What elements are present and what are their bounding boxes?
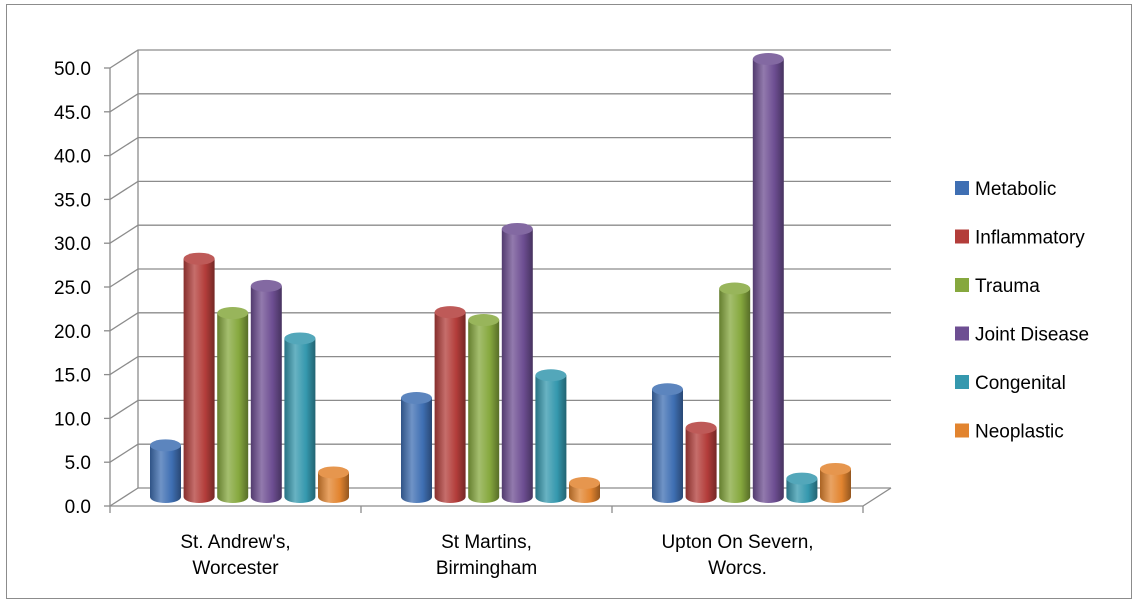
bars <box>150 53 851 503</box>
bar <box>535 369 567 503</box>
y-tick-label: 10.0 <box>54 409 91 430</box>
legend-swatch <box>955 375 969 389</box>
gridline <box>109 399 891 419</box>
y-tick-label: 20.0 <box>54 322 91 343</box>
legend-swatch <box>955 229 969 244</box>
legend-item: Metabolic <box>955 179 1056 200</box>
bar <box>150 439 181 503</box>
gridline <box>109 136 891 157</box>
bar <box>183 252 215 503</box>
x-tick-label: St. Andrew's, Worcester <box>180 532 290 579</box>
gridlines <box>109 49 891 489</box>
y-tick-label: 5.0 <box>65 453 91 474</box>
legend-item: Inflammatory <box>955 228 1085 249</box>
x-tick-label: St Martins, Birmingham <box>436 532 537 579</box>
y-tick-label: 40.0 <box>54 147 91 168</box>
legend-item: Congenital <box>955 373 1066 394</box>
legend-item: Joint Disease <box>955 325 1089 346</box>
gridline <box>109 224 891 244</box>
y-tick-label: 50.0 <box>54 59 91 80</box>
y-tick-label: 45.0 <box>54 103 91 124</box>
gridline <box>109 93 891 113</box>
legend-label: Trauma <box>975 276 1040 297</box>
bar <box>434 306 466 503</box>
gridline <box>109 355 891 376</box>
x-axis: St. Andrew's, Worcester St Martins, Birming… <box>109 506 864 579</box>
bar <box>318 466 349 503</box>
legend-swatch <box>955 423 969 438</box>
legend-label: Joint Disease <box>975 325 1089 346</box>
bar <box>250 279 282 503</box>
legend-item: Trauma <box>955 276 1040 297</box>
y-tick-label: 35.0 <box>54 190 91 211</box>
legend-swatch <box>955 326 969 341</box>
y-tick-label: 30.0 <box>54 234 91 255</box>
y-tick-label: 0.0 <box>65 497 91 518</box>
bar <box>685 421 717 503</box>
x-tick-label: Upton On Severn, Worcs. <box>661 532 813 579</box>
legend-label: Neoplastic <box>975 422 1064 443</box>
bar <box>217 307 249 503</box>
legend-label: Metabolic <box>975 179 1056 200</box>
legend-swatch <box>955 181 969 195</box>
legend-item: Neoplastic <box>955 422 1064 443</box>
y-tick-label: 15.0 <box>54 366 91 387</box>
bar <box>652 383 683 503</box>
gridline <box>109 443 891 463</box>
bar <box>501 222 533 503</box>
bar <box>752 53 784 503</box>
gridline <box>109 180 891 200</box>
bar <box>468 314 500 503</box>
gridline <box>109 268 891 288</box>
bar <box>569 476 600 503</box>
bar <box>284 332 316 503</box>
bar <box>820 462 851 503</box>
bar <box>401 392 432 503</box>
legend: Metabolic Inflammatory Trauma Joint Disease… <box>955 179 1089 443</box>
y-axis: 0.0 5.0 10.0 15.0 20.0 25.0 30.0 35.0 40.0 45.0 50… <box>54 59 110 518</box>
legend-label: Congenital <box>975 373 1066 394</box>
legend-label: Inflammatory <box>975 228 1085 249</box>
bar <box>719 282 751 503</box>
gridline <box>109 49 891 69</box>
gridline <box>109 312 891 332</box>
legend-swatch <box>955 278 969 292</box>
y-tick-label: 25.0 <box>54 278 91 299</box>
bar <box>786 472 818 503</box>
